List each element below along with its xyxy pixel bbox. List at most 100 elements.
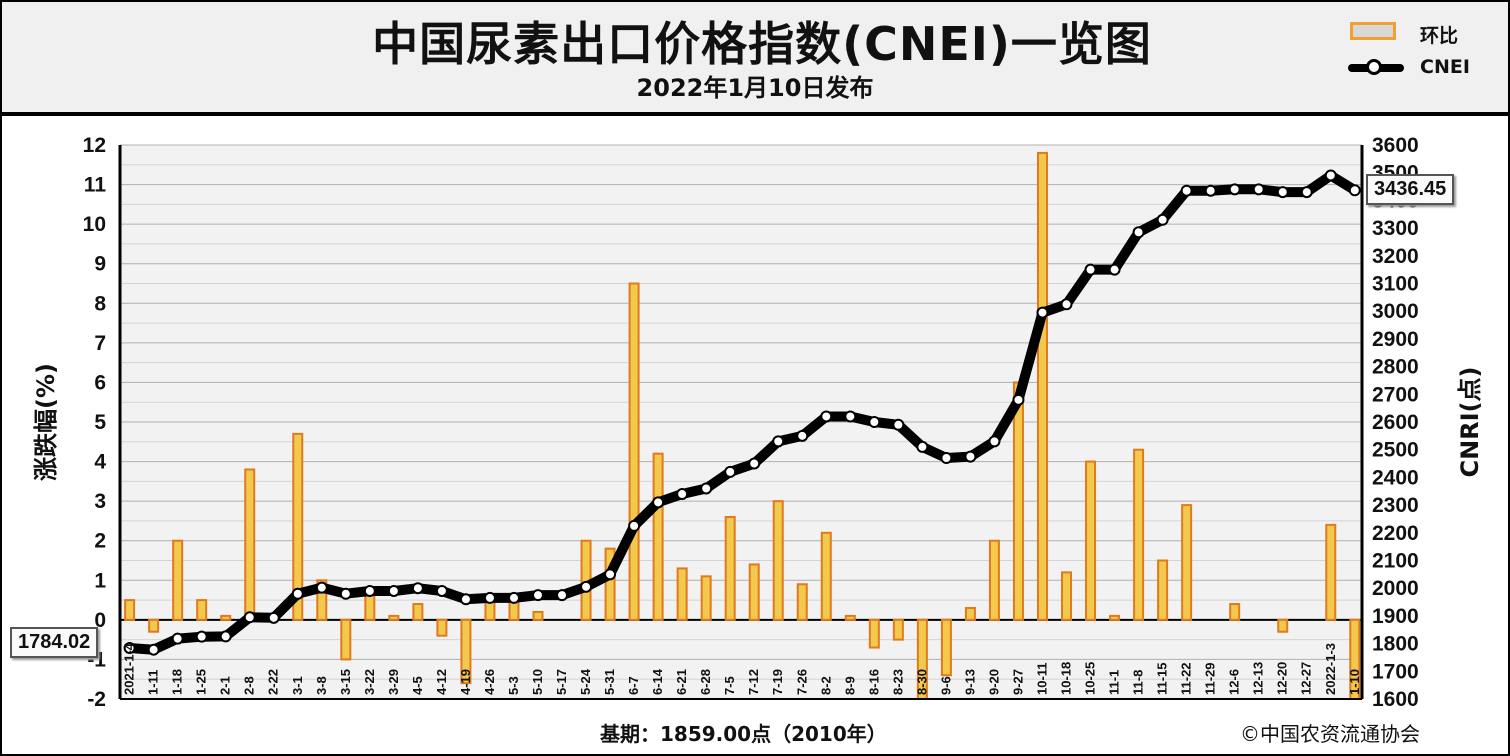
x-tick-label: 4-5 xyxy=(410,676,425,695)
bar xyxy=(436,618,448,637)
line-point xyxy=(435,584,448,597)
bar xyxy=(676,567,688,621)
x-tick-label: 5-31 xyxy=(602,669,617,695)
legend-bar-label: 环比 xyxy=(1420,25,1459,47)
line-point xyxy=(916,440,929,453)
tick-labels: -2-1012345678910111216001700180019002000… xyxy=(83,134,1419,711)
y-tick-right: 3100 xyxy=(1372,273,1419,296)
x-tick-label: 1-10 xyxy=(1347,669,1362,695)
line-point xyxy=(243,611,256,624)
line-point xyxy=(772,435,785,448)
y-tick-left: 10 xyxy=(83,213,106,236)
x-tick-label: 12-20 xyxy=(1275,662,1290,695)
line-point xyxy=(1012,393,1025,406)
x-tick-label: 3-29 xyxy=(386,669,401,695)
bar xyxy=(772,500,784,621)
y-axis-left-label: 涨跌幅(%) xyxy=(32,363,60,481)
page-subtitle: 2022年1月10日发布 xyxy=(636,74,874,102)
bar xyxy=(604,547,616,621)
bar xyxy=(196,599,208,621)
x-tick-label: 4-19 xyxy=(458,669,473,695)
x-tick-label: 10-11 xyxy=(1034,662,1049,695)
x-tick-label: 7-5 xyxy=(722,676,737,695)
x-tick-label: 11-1 xyxy=(1107,670,1122,695)
bar xyxy=(460,618,472,685)
cnei-line xyxy=(124,170,1360,655)
line-point xyxy=(339,587,352,600)
line-point xyxy=(676,488,689,501)
y-tick-right: 2800 xyxy=(1372,356,1419,379)
bar xyxy=(1085,460,1097,621)
x-tick-label: 8-30 xyxy=(914,669,929,695)
y-tick-left: 6 xyxy=(94,371,106,394)
x-tick-label: 9-20 xyxy=(986,669,1001,695)
bar xyxy=(652,452,664,621)
x-tick-label: 11-29 xyxy=(1203,662,1218,695)
bar xyxy=(220,614,232,621)
line-point xyxy=(1060,298,1073,311)
y-tick-right: 1800 xyxy=(1372,633,1419,656)
legend-bar-swatch xyxy=(1350,22,1396,40)
x-tick-label: 5-3 xyxy=(506,676,521,695)
line-point xyxy=(1348,184,1361,197)
line-point xyxy=(171,632,184,645)
line-point xyxy=(892,418,905,431)
line-point xyxy=(267,611,280,624)
x-tick-label: 10-25 xyxy=(1083,662,1098,695)
y-tick-left: 3 xyxy=(94,490,106,513)
x-tick-label: 6-14 xyxy=(650,668,665,695)
bar xyxy=(1277,618,1289,633)
bar xyxy=(748,563,760,621)
bar xyxy=(1109,614,1121,621)
x-tick-label: 11-8 xyxy=(1131,670,1146,695)
x-tick-label: 8-23 xyxy=(890,669,905,695)
line-point xyxy=(1156,213,1169,226)
x-tick-label: 7-26 xyxy=(794,669,809,695)
x-tick-label: 6-21 xyxy=(674,669,689,695)
bar xyxy=(892,618,904,641)
line-point xyxy=(820,410,833,423)
y-tick-right: 2600 xyxy=(1372,411,1419,434)
line-point xyxy=(1228,183,1241,196)
y-tick-right: 2500 xyxy=(1372,439,1419,462)
x-tick-label: 8-9 xyxy=(842,676,857,695)
line-point xyxy=(1036,306,1049,319)
y-tick-left: 2 xyxy=(94,530,106,553)
x-tick-label: 2-8 xyxy=(242,676,257,695)
x-tick-label: 7-12 xyxy=(746,669,761,695)
bar xyxy=(724,515,736,621)
x-tick-label: 2021-1-4 xyxy=(122,642,137,695)
x-tick-label: 1-25 xyxy=(194,669,209,695)
x-tick-label: 2-22 xyxy=(266,669,281,695)
bar xyxy=(820,531,832,621)
y-tick-left: 4 xyxy=(94,451,106,474)
line-point xyxy=(580,580,593,593)
line-point xyxy=(123,642,136,655)
x-tick-label: 1-18 xyxy=(170,669,185,695)
start-value-callout: 1784.02 xyxy=(10,627,99,658)
bar xyxy=(988,539,1000,621)
line-point xyxy=(556,589,569,602)
header-band xyxy=(2,2,1508,116)
y-tick-right: 3300 xyxy=(1372,217,1419,240)
x-tick-label: 9-6 xyxy=(938,676,953,695)
y-tick-left: 8 xyxy=(94,292,106,315)
line-point xyxy=(844,410,857,423)
x-tick-label: 10-18 xyxy=(1059,662,1074,695)
x-tick-label: 3-22 xyxy=(362,669,377,695)
x-tick-label: 1-11 xyxy=(146,670,161,695)
x-tick-label: 3-15 xyxy=(338,669,353,695)
line-point xyxy=(940,452,953,465)
bar xyxy=(1229,603,1241,621)
y-tick-left: 1 xyxy=(94,569,106,592)
line-point xyxy=(724,465,737,478)
line-point xyxy=(315,581,328,594)
end-value-callout: 3436.45 xyxy=(1366,174,1455,205)
line-point xyxy=(1084,263,1097,276)
legend-line-label: CNEI xyxy=(1420,56,1470,78)
bar xyxy=(1061,571,1073,621)
line-point xyxy=(219,630,232,643)
x-tick-label: 12-27 xyxy=(1299,662,1314,695)
line-point xyxy=(700,482,713,495)
x-tick-label: 5-17 xyxy=(554,669,569,695)
